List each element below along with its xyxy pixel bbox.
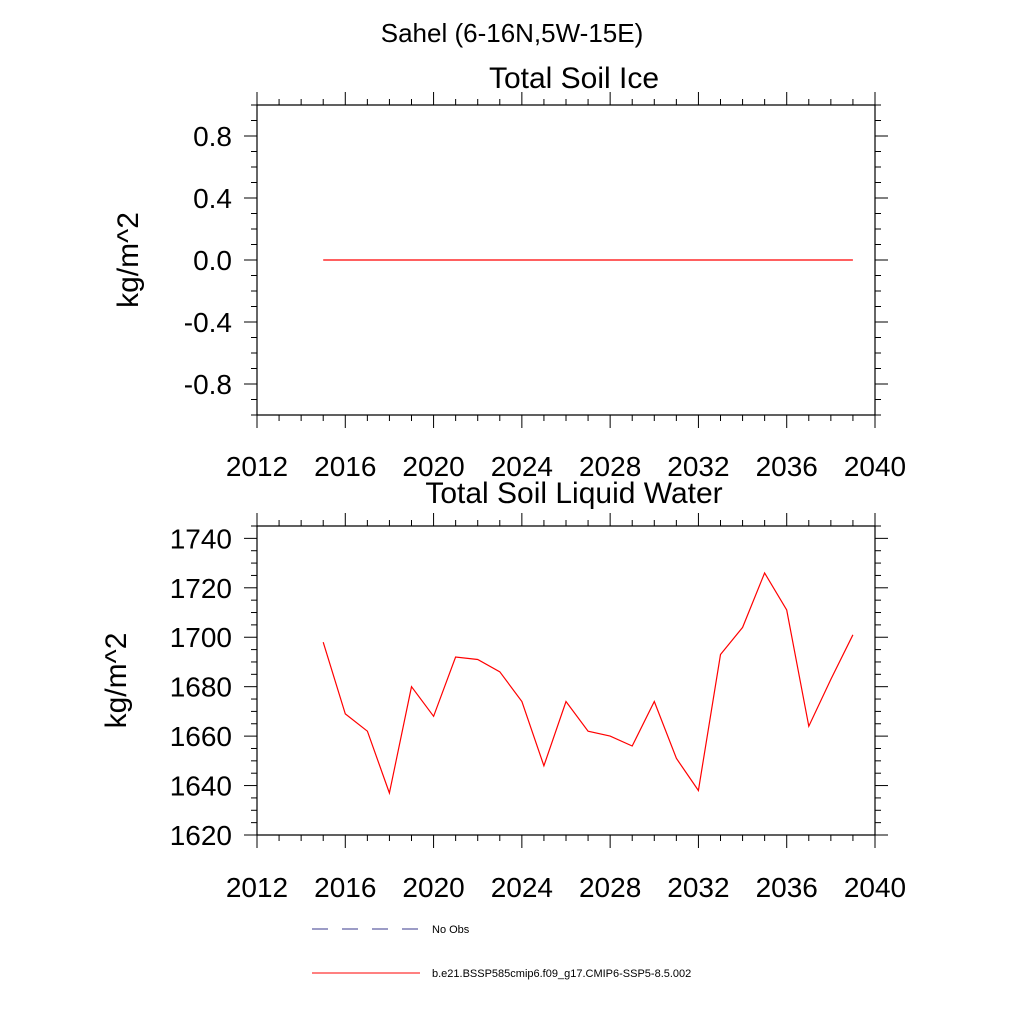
data-point (454, 656, 456, 658)
data-point (565, 700, 567, 702)
data-point (587, 730, 589, 732)
data-point (830, 678, 832, 680)
data-point (631, 745, 633, 747)
y-tick-label: 1700 (170, 622, 232, 653)
data-point (499, 259, 501, 261)
data-point (543, 765, 545, 767)
data-point (697, 789, 699, 791)
data-point (565, 259, 567, 261)
x-tick-label: 2036 (756, 872, 818, 903)
data-point (521, 700, 523, 702)
data-point (587, 259, 589, 261)
data-point (653, 259, 655, 261)
data-point (609, 735, 611, 737)
data-point (763, 259, 765, 261)
legend-label: No Obs (432, 924, 470, 936)
data-point (631, 259, 633, 261)
y-tick-label: 0.4 (193, 183, 232, 214)
data-point (741, 259, 743, 261)
y-tick-label: 0.0 (193, 245, 232, 276)
data-point (499, 671, 501, 673)
data-point (719, 653, 721, 655)
data-point (410, 259, 412, 261)
data-point (697, 259, 699, 261)
figure-title: Sahel (6-16N,5W-15E) (381, 18, 644, 48)
panel-title: Total Soil Liquid Water (425, 477, 722, 510)
data-point (808, 725, 810, 727)
data-point (675, 757, 677, 759)
legend-label: b.e21.BSSP585cmip6.f09_g17.CMIP6-SSP5-8.… (432, 968, 691, 980)
data-point (432, 259, 434, 261)
data-point (521, 259, 523, 261)
data-point (388, 259, 390, 261)
x-tick-label: 2028 (579, 451, 641, 482)
y-tick-label: -0.8 (184, 369, 232, 400)
data-point (322, 641, 324, 643)
x-tick-label: 2036 (756, 451, 818, 482)
data-point (786, 259, 788, 261)
data-point (719, 259, 721, 261)
x-tick-label: 2028 (579, 872, 641, 903)
data-point (763, 572, 765, 574)
data-point (388, 792, 390, 794)
legend: No Obs b.e21.BSSP585cmip6.f09_g17.CMIP6-… (312, 924, 691, 980)
data-point (344, 259, 346, 261)
x-tick-label: 2032 (667, 451, 729, 482)
data-point (741, 626, 743, 628)
data-point (410, 685, 412, 687)
data-point (477, 259, 479, 261)
data-point (786, 609, 788, 611)
x-tick-label: 2016 (314, 451, 376, 482)
panel-total-soil-ice: Total Soil Ice kg/m^2 2012 2016 2020 2024 2028… (112, 62, 906, 482)
data-point (852, 259, 854, 261)
x-tick-label: 2016 (314, 872, 376, 903)
data-point (830, 259, 832, 261)
y-tick-label: 1680 (170, 672, 232, 703)
y-tick-label: -0.4 (184, 307, 232, 338)
y-tick-label: 1620 (170, 820, 232, 851)
panel-total-soil-liquid-water: Total Soil Liquid Water kg/m^2 2012 2016 202… (100, 477, 906, 903)
data-point (808, 259, 810, 261)
y-tick-label: 1720 (170, 573, 232, 604)
data-point (609, 259, 611, 261)
y-tick-label: 1660 (170, 721, 232, 752)
x-tick-label: 2012 (226, 451, 288, 482)
legend-item-no-obs: No Obs (312, 924, 470, 936)
x-tick-label: 2032 (667, 872, 729, 903)
data-point (675, 259, 677, 261)
y-tick-label: 0.8 (193, 121, 232, 152)
x-tick-label: 2040 (844, 872, 906, 903)
x-tick-label: 2040 (844, 451, 906, 482)
x-tick-label: 2020 (402, 872, 464, 903)
panel-title: Total Soil Ice (489, 62, 659, 95)
data-point (477, 658, 479, 660)
data-point (852, 634, 854, 636)
data-point (653, 700, 655, 702)
data-point (432, 715, 434, 717)
y-tick-label: 1740 (170, 523, 232, 554)
data-point (344, 713, 346, 715)
x-tick-label: 2024 (491, 451, 553, 482)
x-tick-label: 2024 (491, 872, 553, 903)
data-point (366, 730, 368, 732)
data-point (454, 259, 456, 261)
legend-item-model-run: b.e21.BSSP585cmip6.f09_g17.CMIP6-SSP5-8.… (312, 968, 691, 980)
y-tick-label: 1640 (170, 771, 232, 802)
y-axis-label: kg/m^2 (100, 633, 133, 729)
data-point (322, 259, 324, 261)
x-tick-label: 2020 (402, 451, 464, 482)
x-tick-label: 2012 (226, 872, 288, 903)
y-axis-label: kg/m^2 (112, 212, 145, 308)
series-line (322, 571, 854, 796)
data-point (543, 259, 545, 261)
data-point (366, 259, 368, 261)
